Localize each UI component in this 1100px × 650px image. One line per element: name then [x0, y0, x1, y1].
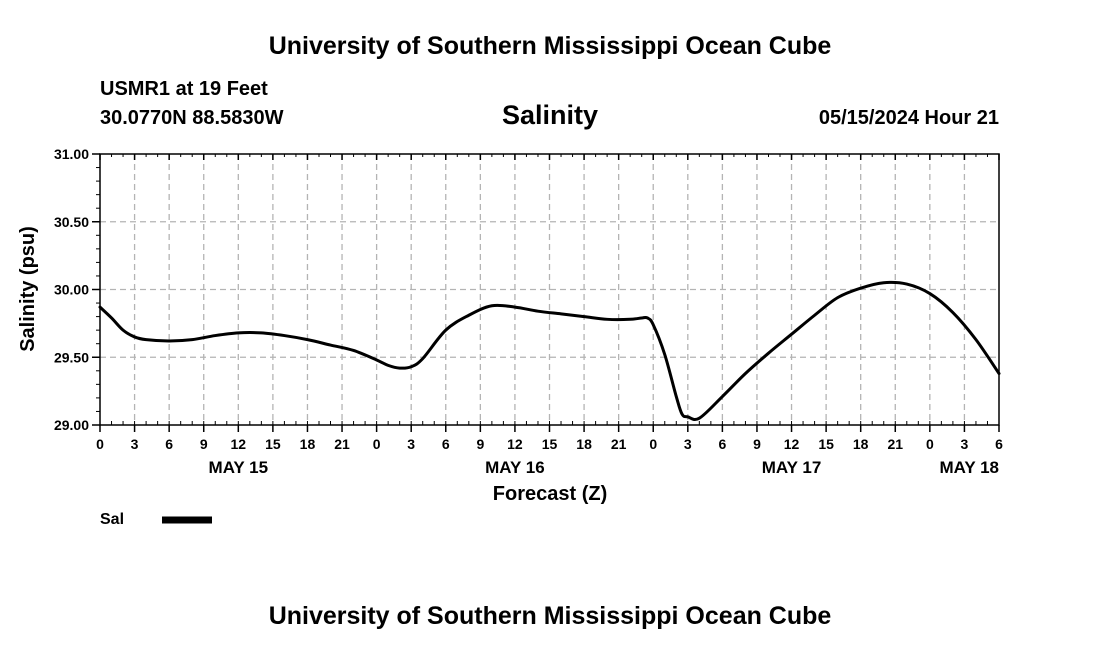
x-tick-label: 15	[265, 436, 281, 452]
page-title: University of Southern Mississippi Ocean…	[269, 32, 832, 60]
x-tick-label: 12	[231, 436, 247, 452]
x-tick-label: 21	[334, 436, 350, 452]
forecast-date: 05/15/2024 Hour 21	[819, 107, 999, 129]
x-tick-label: 18	[300, 436, 316, 452]
x-tick-label: 6	[442, 436, 450, 452]
legend: Sal	[100, 511, 212, 528]
y-axis-label: Salinity (psu)	[17, 226, 39, 352]
y-tick-label: 30.00	[54, 282, 89, 298]
x-tick-label: 9	[200, 436, 208, 452]
x-tick-label: 6	[165, 436, 173, 452]
day-label: MAY 16	[485, 458, 545, 477]
x-tick-label: 9	[753, 436, 761, 452]
day-label: MAY 15	[209, 458, 269, 477]
station-coords: 30.0770N 88.5830W	[100, 107, 284, 129]
y-tick-label: 29.50	[54, 349, 89, 365]
x-tick-label: 12	[507, 436, 523, 452]
x-tick-label: 0	[926, 436, 934, 452]
salinity-series-line	[98, 280, 1001, 422]
x-tick-label: 9	[476, 436, 484, 452]
y-tick-label: 30.50	[54, 214, 89, 230]
x-tick-label: 21	[887, 436, 903, 452]
day-labels: MAY 15 MAY 16 MAY 17 MAY 18	[209, 458, 999, 477]
x-tick-label: 6	[995, 436, 1003, 452]
x-tick-labels: 0 3 6 9 12 15 18 21 0 3 6 9 12 15 18 21 0 3 6 9 12 15 18 21 0 3 6	[96, 436, 1003, 452]
x-tick-label: 0	[373, 436, 381, 452]
legend-label: Sal	[100, 511, 124, 528]
tick-layer	[92, 153, 1000, 432]
x-tick-label: 3	[407, 436, 415, 452]
x-tick-label: 18	[853, 436, 869, 452]
x-tick-label: 3	[131, 436, 139, 452]
day-label: MAY 18	[939, 458, 999, 477]
x-tick-label: 3	[684, 436, 692, 452]
chart-title: Salinity	[502, 100, 598, 130]
x-tick-label: 18	[576, 436, 592, 452]
y-tick-label: 31.00	[54, 146, 89, 162]
x-axis-label: Forecast (Z)	[493, 483, 607, 505]
y-tick-labels: 29.00 29.50 30.00 30.50 31.00	[54, 146, 89, 433]
x-tick-label: 0	[96, 436, 104, 452]
x-tick-label: 15	[542, 436, 558, 452]
station-label: USMR1 at 19 Feet	[100, 78, 268, 100]
x-tick-label: 15	[818, 436, 834, 452]
x-tick-label: 3	[961, 436, 969, 452]
x-tick-label: 0	[649, 436, 657, 452]
grid-layer	[100, 154, 999, 425]
day-label: MAY 17	[762, 458, 822, 477]
x-tick-label: 12	[784, 436, 800, 452]
y-tick-label: 29.00	[54, 417, 89, 433]
footer-title: University of Southern Mississippi Ocean…	[269, 602, 832, 630]
x-tick-label: 6	[718, 436, 726, 452]
x-tick-label: 21	[611, 436, 627, 452]
